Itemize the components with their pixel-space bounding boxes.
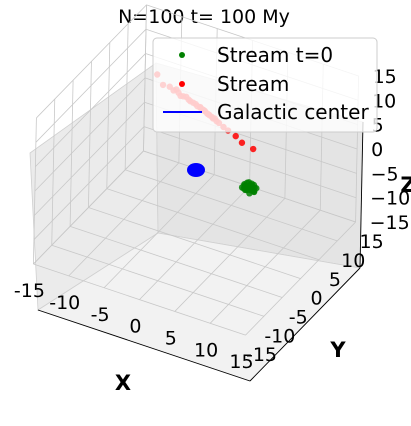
grid-line-z-side <box>33 126 145 240</box>
stream-point <box>232 132 239 140</box>
legend-marker-stream <box>179 81 185 87</box>
legend-marker-stream-t0 <box>179 52 185 58</box>
galactic-center-marker <box>187 163 205 177</box>
plot-title: N=100 t= 100 My <box>118 6 290 28</box>
legend-label-stream-t0: Stream t=0 <box>217 43 333 67</box>
grid-line-z-back <box>143 126 357 199</box>
x-axis-line <box>37 309 251 382</box>
z-axis-line <box>359 121 364 269</box>
grid-line-y-floor <box>106 188 320 261</box>
grid-line-z-side <box>34 77 146 192</box>
axis-edges <box>37 121 364 382</box>
grid-line-z-side <box>33 150 144 265</box>
x-tick-label: -10 <box>49 292 80 314</box>
stream-t-0-point <box>253 185 260 192</box>
z-tick-label: −5 <box>371 163 399 185</box>
z-axis-title: Z <box>400 173 411 197</box>
legend-box <box>152 37 378 133</box>
z-tick-label: −10 <box>370 188 410 210</box>
z-tick-label: 10 <box>372 90 396 112</box>
x-tick-label: -15 <box>14 280 45 302</box>
x-axis-title: X <box>115 371 131 395</box>
stream-t-0-point <box>248 180 255 187</box>
z-tick-label: −15 <box>370 212 410 234</box>
y-tick-label: -10 <box>264 325 295 347</box>
y-axis-title: Y <box>329 338 346 362</box>
grid-line-y-floor <box>88 207 301 279</box>
grid-line-y-floor <box>69 225 283 298</box>
x-tick-label: 5 <box>165 327 177 349</box>
y-tick-label: 15 <box>360 231 384 253</box>
y-tick-label: 5 <box>329 269 341 291</box>
grid-line-y-floor <box>125 169 338 242</box>
x-tick-label: 15 <box>229 351 253 373</box>
y-tick-label: -5 <box>289 306 308 328</box>
x-tick-label: 0 <box>129 316 141 338</box>
grid-line-z-side <box>36 4 147 119</box>
y-axis-line <box>249 267 361 382</box>
y-tick-label: 0 <box>311 288 323 310</box>
stream-point <box>249 145 257 153</box>
legend-label-stream: Stream <box>217 72 289 96</box>
z-tick-label: 0 <box>371 139 383 161</box>
x-tick-label: 10 <box>194 339 218 361</box>
grid-line-z-side <box>35 53 146 167</box>
x-tick-label: -5 <box>91 304 110 326</box>
grid-line-z-side <box>35 28 147 143</box>
stream-point <box>238 139 246 146</box>
grid-line-z-side <box>34 101 145 216</box>
z-tick-label: 15 <box>373 66 397 88</box>
grid-line-y-floor <box>51 244 264 317</box>
stream-t-0-point <box>238 184 246 191</box>
y-tick-label: -15 <box>246 344 277 366</box>
y-tick-label: 10 <box>341 250 365 272</box>
legend-label-galactic-center: Galactic center <box>217 100 369 124</box>
grid-line-y-floor <box>33 263 246 336</box>
legend: Stream t=0 Stream Galactic center <box>152 37 378 133</box>
